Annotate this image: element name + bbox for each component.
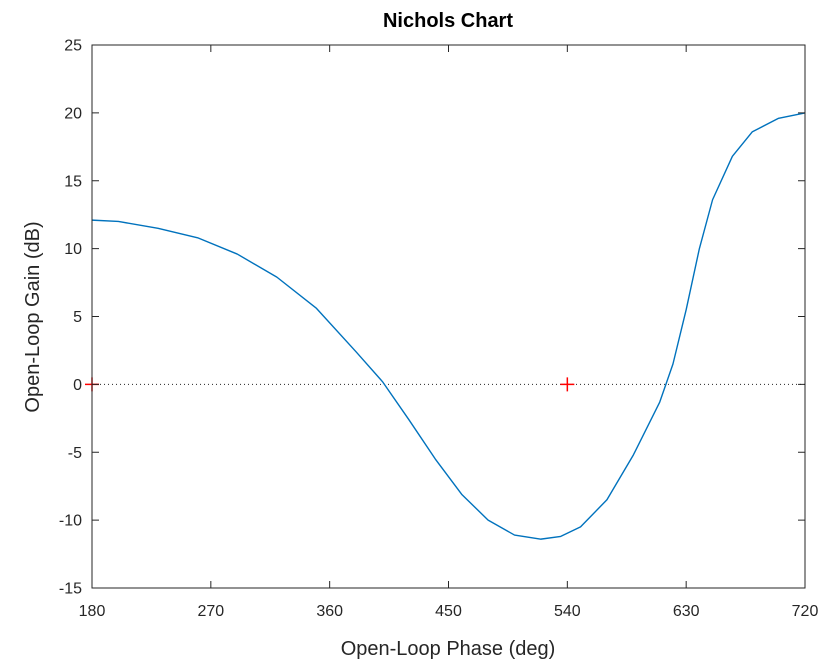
x-tick-label: 540 xyxy=(554,603,581,620)
y-tick-label: -5 xyxy=(68,445,82,462)
plot-area xyxy=(85,44,806,589)
axes-box xyxy=(92,45,805,588)
critical-point-marker xyxy=(560,377,575,392)
x-tick-label: 630 xyxy=(673,603,700,620)
x-tick-label: 360 xyxy=(316,603,343,620)
y-tick-label: 10 xyxy=(64,241,82,258)
y-tick-label: 0 xyxy=(73,377,82,394)
y-tick-label: 25 xyxy=(64,38,82,55)
y-axis-ticks: -15 -10 -5 0 5 10 15 20 25 xyxy=(59,38,805,598)
y-axis-label: Open-Loop Gain (dB) xyxy=(22,221,44,412)
x-tick-label: 270 xyxy=(197,603,224,620)
y-tick-label: 20 xyxy=(64,105,82,122)
y-tick-label: -15 xyxy=(59,581,82,598)
x-tick-label: 720 xyxy=(792,603,819,620)
x-tick-label: 180 xyxy=(79,603,106,620)
y-tick-label: 15 xyxy=(64,173,82,190)
x-tick-label: 450 xyxy=(435,603,462,620)
x-axis-ticks: 180 270 360 450 540 630 720 xyxy=(79,45,819,620)
y-tick-label: -10 xyxy=(59,513,82,530)
x-axis-label: Open-Loop Phase (deg) xyxy=(341,638,556,660)
chart-title: Nichols Chart xyxy=(383,10,513,32)
series-line xyxy=(91,112,806,540)
y-tick-label: 5 xyxy=(73,309,82,326)
